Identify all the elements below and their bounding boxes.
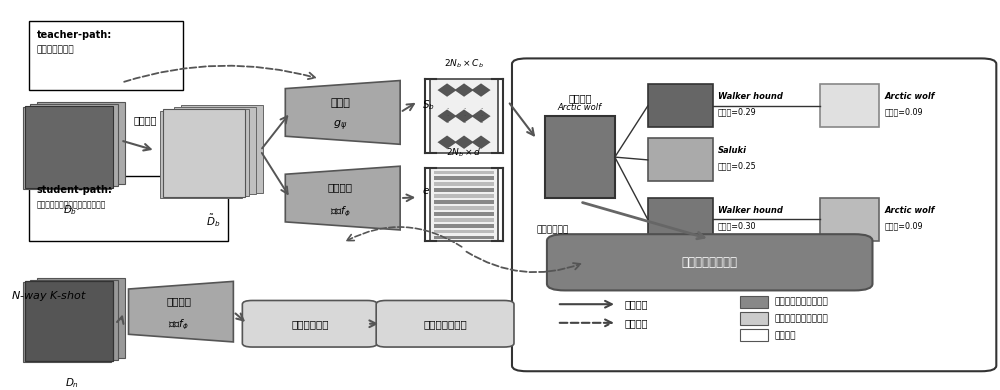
Text: 相似度=0.09: 相似度=0.09 <box>884 222 923 230</box>
Text: ·
·
·: · · · <box>463 106 465 126</box>
Bar <box>820 85 879 127</box>
FancyBboxPatch shape <box>242 300 377 347</box>
Bar <box>648 198 713 241</box>
Text: ·
·
·: · · · <box>480 106 482 126</box>
Bar <box>434 212 494 216</box>
Bar <box>434 236 494 239</box>
Bar <box>648 138 713 181</box>
FancyBboxPatch shape <box>512 58 996 371</box>
Text: 相似度=0.29: 相似度=0.29 <box>718 108 756 117</box>
Polygon shape <box>454 83 474 97</box>
Bar <box>434 170 494 174</box>
Text: 网络$f_\phi$: 网络$f_\phi$ <box>330 204 351 219</box>
Text: $D_b$·: $D_b$· <box>63 203 80 217</box>
Text: Arctic wolf: Arctic wolf <box>884 206 935 214</box>
Text: ·
·
·: · · · <box>446 106 448 126</box>
Bar <box>25 281 113 361</box>
Bar <box>25 106 113 188</box>
Text: student-path:: student-path: <box>37 185 113 195</box>
Bar <box>434 188 494 192</box>
Polygon shape <box>454 135 474 149</box>
Polygon shape <box>129 281 233 342</box>
Text: 小样本对象分类: 小样本对象分类 <box>423 319 467 329</box>
Bar <box>29 176 228 241</box>
Polygon shape <box>285 81 400 144</box>
Text: $N$-way $K$-shot: $N$-way $K$-shot <box>11 289 87 303</box>
Text: 分类器: 分类器 <box>330 99 350 108</box>
Bar <box>23 107 111 189</box>
Text: $2N_b \times C_b$: $2N_b \times C_b$ <box>444 57 484 69</box>
Bar <box>648 85 713 127</box>
Bar <box>430 79 498 153</box>
Text: 前向传播: 前向传播 <box>625 299 648 309</box>
Bar <box>740 329 768 342</box>
Bar <box>37 102 125 184</box>
Text: $2N_b \times d$: $2N_b \times d$ <box>446 147 482 159</box>
Text: Arctic wolf: Arctic wolf <box>884 92 935 101</box>
Polygon shape <box>471 110 491 123</box>
Text: 来自于同一类别的图片: 来自于同一类别的图片 <box>775 314 828 323</box>
Text: 锚点图片: 锚点图片 <box>775 331 796 340</box>
Bar <box>160 110 242 198</box>
Text: 锚点图片: 锚点图片 <box>568 93 592 103</box>
Polygon shape <box>454 110 474 123</box>
Text: Saluki: Saluki <box>718 146 747 155</box>
Text: 计算类别原型: 计算类别原型 <box>291 319 329 329</box>
Text: teacher-path:: teacher-path: <box>37 30 112 41</box>
Text: 相似度=0.09: 相似度=0.09 <box>884 108 923 117</box>
Bar <box>167 109 249 196</box>
Text: $D_n$: $D_n$ <box>65 376 79 390</box>
Bar <box>740 296 768 308</box>
Text: 相似度=0.30: 相似度=0.30 <box>718 222 756 230</box>
Bar <box>434 224 494 227</box>
FancyBboxPatch shape <box>376 300 514 347</box>
Text: Arctic wolf: Arctic wolf <box>558 103 602 112</box>
Polygon shape <box>437 83 457 97</box>
Bar <box>434 230 494 234</box>
Polygon shape <box>285 166 400 230</box>
Text: $g_\psi$: $g_\psi$ <box>333 119 348 133</box>
Text: $e$: $e$ <box>422 186 430 196</box>
Text: 学习特征嵌入用于小样本对象分类: 学习特征嵌入用于小样本对象分类 <box>37 200 106 209</box>
Text: 相似度=0.25: 相似度=0.25 <box>718 162 756 171</box>
Bar <box>430 168 498 241</box>
Bar <box>163 110 245 197</box>
Bar <box>434 183 494 186</box>
Bar <box>174 107 256 195</box>
Text: 结构相似关系: 结构相似关系 <box>537 225 569 234</box>
Bar <box>29 21 183 90</box>
Bar <box>434 206 494 210</box>
Text: 来自于其他类别的图片: 来自于其他类别的图片 <box>775 298 828 307</box>
Bar <box>545 116 615 198</box>
Text: $S_b$: $S_b$ <box>422 98 435 112</box>
Bar <box>37 278 125 358</box>
Bar <box>23 282 111 362</box>
FancyBboxPatch shape <box>547 234 872 291</box>
Polygon shape <box>437 110 457 123</box>
Text: 特征提取: 特征提取 <box>166 296 191 306</box>
Text: 结构对比嵌入损失: 结构对比嵌入损失 <box>682 256 738 269</box>
Text: 抽取结构相似度: 抽取结构相似度 <box>37 45 74 54</box>
Bar <box>434 218 494 222</box>
Text: $\tilde{D}_b$: $\tilde{D}_b$ <box>206 212 221 229</box>
Polygon shape <box>471 135 491 149</box>
Polygon shape <box>437 135 457 149</box>
Bar <box>434 176 494 180</box>
Text: 特征提取: 特征提取 <box>328 182 353 192</box>
Text: 网络$f_\phi$: 网络$f_\phi$ <box>168 317 189 332</box>
Text: Walker hound: Walker hound <box>718 92 783 101</box>
Text: 数据增补: 数据增补 <box>134 115 157 126</box>
Bar <box>434 194 494 198</box>
Bar <box>30 104 118 186</box>
Bar <box>434 200 494 204</box>
Bar <box>30 280 118 360</box>
Bar <box>181 105 263 193</box>
Bar <box>740 312 768 325</box>
Text: Walker hound: Walker hound <box>718 206 783 214</box>
Bar <box>820 198 879 241</box>
Polygon shape <box>471 83 491 97</box>
Text: 反向传播: 反向传播 <box>625 318 648 328</box>
